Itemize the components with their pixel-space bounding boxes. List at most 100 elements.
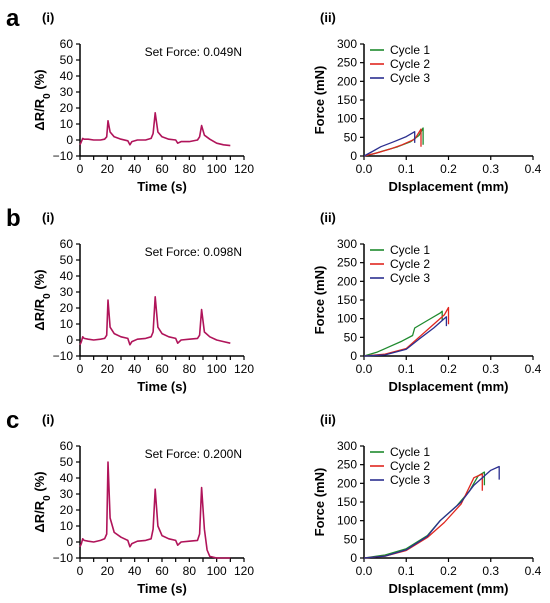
legend-label-cycle-3: Cycle 3 — [390, 271, 430, 285]
x-tick-label: 0.2 — [440, 564, 457, 578]
y-tick-label: 300 — [337, 37, 357, 51]
sub-label: (i) — [42, 412, 54, 427]
y-tick-label: 50 — [60, 253, 74, 267]
x-tick-label: 120 — [234, 564, 254, 578]
y-axis-title: Force (mN) — [312, 266, 327, 335]
x-tick-label: 40 — [128, 162, 142, 176]
y-tick-label: −10 — [53, 349, 74, 363]
sub-label: (i) — [42, 210, 54, 225]
y-tick-label: 60 — [60, 37, 74, 51]
y-tick-label: 0 — [350, 551, 357, 565]
y-tick-label: 50 — [60, 455, 74, 469]
panel-letter-a: a — [6, 5, 20, 32]
y-tick-label: 30 — [60, 285, 74, 299]
x-tick-label: 100 — [207, 564, 227, 578]
y-tick-label: 0 — [350, 149, 357, 163]
x-tick-label: 60 — [155, 362, 169, 376]
x-tick-label: 0.2 — [440, 162, 457, 176]
y-tick-label: 60 — [60, 439, 74, 453]
x-tick-label: 0.0 — [356, 362, 373, 376]
x-tick-label: 0 — [77, 162, 84, 176]
x-tick-label: 40 — [128, 564, 142, 578]
y-tick-label: 300 — [337, 439, 357, 453]
resistance-series-line — [79, 461, 231, 559]
x-axis-title: DIsplacement (mm) — [389, 179, 509, 194]
x-axis-title: DIsplacement (mm) — [389, 379, 509, 394]
panel-letter-b: b — [6, 205, 21, 232]
x-tick-label: 0.3 — [482, 362, 499, 376]
cycle-2-line — [363, 306, 450, 357]
x-tick-label: 120 — [234, 162, 254, 176]
x-tick-label: 0.0 — [356, 564, 373, 578]
x-tick-label: 100 — [207, 362, 227, 376]
legend-label-cycle-2: Cycle 2 — [390, 257, 430, 271]
set-force-annotation: Set Force: 0.098N — [145, 245, 242, 259]
x-tick-label: 120 — [234, 362, 254, 376]
y-tick-label: −10 — [53, 551, 74, 565]
y-axis-title: Force (mN) — [312, 468, 327, 537]
x-axis-title: Time (s) — [137, 379, 187, 394]
set-force-annotation: Set Force: 0.049N — [145, 45, 242, 59]
y-axis-title: ΔR/R0 (%) — [32, 269, 53, 330]
cycle-3-line — [363, 316, 448, 357]
y-tick-label: 0 — [350, 349, 357, 363]
x-tick-label: 20 — [101, 162, 115, 176]
x-axis-title: DIsplacement (mm) — [389, 581, 509, 596]
legend-label-cycle-1: Cycle 1 — [390, 243, 430, 257]
x-tick-label: 0.1 — [398, 564, 415, 578]
y-tick-label: 60 — [60, 237, 74, 251]
y-tick-label: 300 — [337, 237, 357, 251]
x-tick-label: 0 — [77, 362, 84, 376]
y-tick-label: 100 — [337, 312, 357, 326]
cycle-3-line — [363, 131, 416, 157]
x-tick-label: 60 — [155, 564, 169, 578]
x-tick-label: 0.4 — [525, 564, 542, 578]
y-tick-label: 10 — [60, 317, 74, 331]
y-tick-label: 40 — [60, 471, 74, 485]
y-tick-label: 50 — [60, 53, 74, 67]
legend-label-cycle-1: Cycle 1 — [390, 445, 430, 459]
x-tick-label: 100 — [207, 162, 227, 176]
legend-label-cycle-3: Cycle 3 — [390, 71, 430, 85]
x-tick-label: 0.2 — [440, 362, 457, 376]
x-axis-title: Time (s) — [137, 581, 187, 596]
x-tick-label: 0 — [77, 564, 84, 578]
y-tick-label: 0 — [66, 133, 73, 147]
cycle-3-line — [363, 465, 500, 559]
x-tick-label: 20 — [101, 564, 115, 578]
y-tick-label: 50 — [344, 532, 358, 546]
sub-label: (ii) — [320, 10, 336, 25]
y-tick-label: 250 — [337, 56, 357, 70]
y-tick-label: 0 — [66, 535, 73, 549]
x-tick-label: 0.4 — [525, 362, 542, 376]
cycle-1-line — [363, 310, 443, 357]
y-tick-label: 150 — [337, 93, 357, 107]
y-tick-label: 20 — [60, 301, 74, 315]
cycle-2-line — [363, 128, 422, 157]
y-tick-label: 200 — [337, 476, 357, 490]
y-tick-label: 100 — [337, 514, 357, 528]
x-tick-label: 0.0 — [356, 162, 373, 176]
y-tick-label: 40 — [60, 69, 74, 83]
sub-label: (i) — [42, 10, 54, 25]
y-tick-label: 250 — [337, 458, 357, 472]
y-tick-label: 10 — [60, 117, 74, 131]
y-tick-label: 30 — [60, 487, 74, 501]
y-tick-label: 0 — [66, 333, 73, 347]
y-tick-label: 150 — [337, 293, 357, 307]
x-axis-title: Time (s) — [137, 179, 187, 194]
panel-letter-c: c — [6, 407, 19, 434]
y-tick-label: 20 — [60, 101, 74, 115]
x-tick-label: 0.3 — [482, 162, 499, 176]
x-tick-label: 0.3 — [482, 564, 499, 578]
y-tick-label: 50 — [344, 330, 358, 344]
panel-b-ii: (ii) 0 50 100 150 200 250 300 0.0 0.1 0.2 0.3 0.4 DIs… — [312, 210, 542, 394]
y-axis-title: Force (mN) — [312, 66, 327, 135]
y-tick-label: 100 — [337, 112, 357, 126]
legend-label-cycle-1: Cycle 1 — [390, 43, 430, 57]
